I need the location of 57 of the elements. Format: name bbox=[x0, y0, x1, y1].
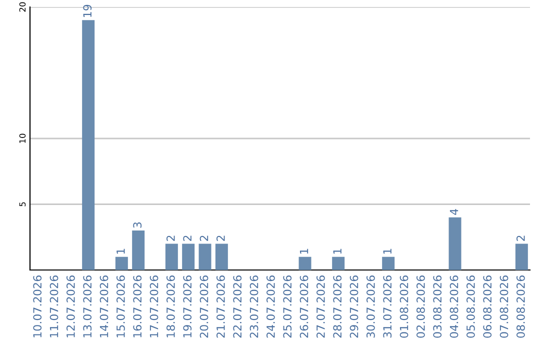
x-tick-label: 22.07.2026 bbox=[233, 276, 242, 338]
data-label: 2 bbox=[183, 236, 192, 241]
bar bbox=[298, 256, 312, 270]
x-tick-label: 10.07.2026 bbox=[33, 276, 42, 338]
x-tick-label: 23.07.2026 bbox=[250, 276, 258, 338]
data-label: 1 bbox=[333, 248, 342, 254]
x-tick-label: 11.07.2026 bbox=[50, 276, 58, 338]
x-tick-label: 20.07.2026 bbox=[200, 276, 208, 338]
x-tick-label: 04.08.2026 bbox=[450, 276, 458, 338]
bar bbox=[82, 20, 95, 270]
bar bbox=[198, 244, 212, 270]
x-tick-label: 01.08.2026 bbox=[400, 276, 408, 338]
bar bbox=[332, 256, 345, 270]
data-label: 1 bbox=[383, 248, 392, 254]
x-tick-label: 02.08.2026 bbox=[416, 276, 425, 338]
bar bbox=[215, 244, 228, 270]
x-tick-label: 30.07.2026 bbox=[366, 276, 375, 338]
x-tick-label: 18.07.2026 bbox=[166, 276, 175, 338]
x-tick-label: 25.07.2026 bbox=[283, 276, 292, 338]
x-tick-label: 06.08.2026 bbox=[483, 276, 492, 338]
x-tick-label: 21.07.2026 bbox=[216, 276, 225, 338]
data-label: 19 bbox=[83, 4, 92, 17]
x-tick-label: 27.07.2026 bbox=[316, 276, 325, 338]
bar bbox=[115, 256, 128, 270]
x-tick-label: 19.07.2026 bbox=[183, 276, 192, 338]
x-tick-label: 15.07.2026 bbox=[116, 276, 125, 338]
bar bbox=[132, 230, 145, 270]
x-tick-label: 05.08.2026 bbox=[466, 276, 475, 338]
x-tick-label: 12.07.2026 bbox=[66, 276, 75, 338]
x-tick-label: 07.08.2026 bbox=[500, 276, 508, 338]
data-label: 1 bbox=[116, 248, 125, 254]
x-tick-label: 03.08.2026 bbox=[433, 276, 442, 338]
x-tick-label: 29.07.2026 bbox=[350, 276, 358, 338]
data-label: 2 bbox=[516, 236, 525, 241]
y-tick-label: 20 bbox=[19, 2, 26, 12]
data-label: 2 bbox=[200, 236, 208, 241]
bar bbox=[448, 217, 462, 270]
bar bbox=[515, 244, 528, 270]
data-label: 1 bbox=[300, 248, 308, 254]
data-label: 2 bbox=[216, 236, 225, 241]
y-tick-label: 10 bbox=[19, 134, 26, 143]
data-label: 2 bbox=[166, 236, 175, 241]
x-tick-label: 24.07.2026 bbox=[266, 276, 275, 338]
x-tick-label: 28.07.2026 bbox=[333, 276, 342, 338]
bar bbox=[165, 244, 178, 270]
bar bbox=[382, 256, 395, 270]
x-tick-label: 16.07.2026 bbox=[133, 276, 142, 338]
data-label: 3 bbox=[133, 222, 142, 228]
x-tick-label: 31.07.2026 bbox=[383, 276, 392, 338]
y-tick-label: 5 bbox=[19, 202, 26, 206]
x-tick-label: 13.07.2026 bbox=[83, 276, 92, 338]
x-tick-label: 14.07.2026 bbox=[100, 276, 108, 338]
x-tick-label: 26.07.2026 bbox=[300, 276, 308, 338]
data-label: 4 bbox=[450, 208, 458, 215]
bar bbox=[182, 244, 195, 270]
x-tick-label: 17.07.2026 bbox=[150, 276, 158, 338]
x-tick-label: 08.08.2026 bbox=[516, 276, 525, 338]
